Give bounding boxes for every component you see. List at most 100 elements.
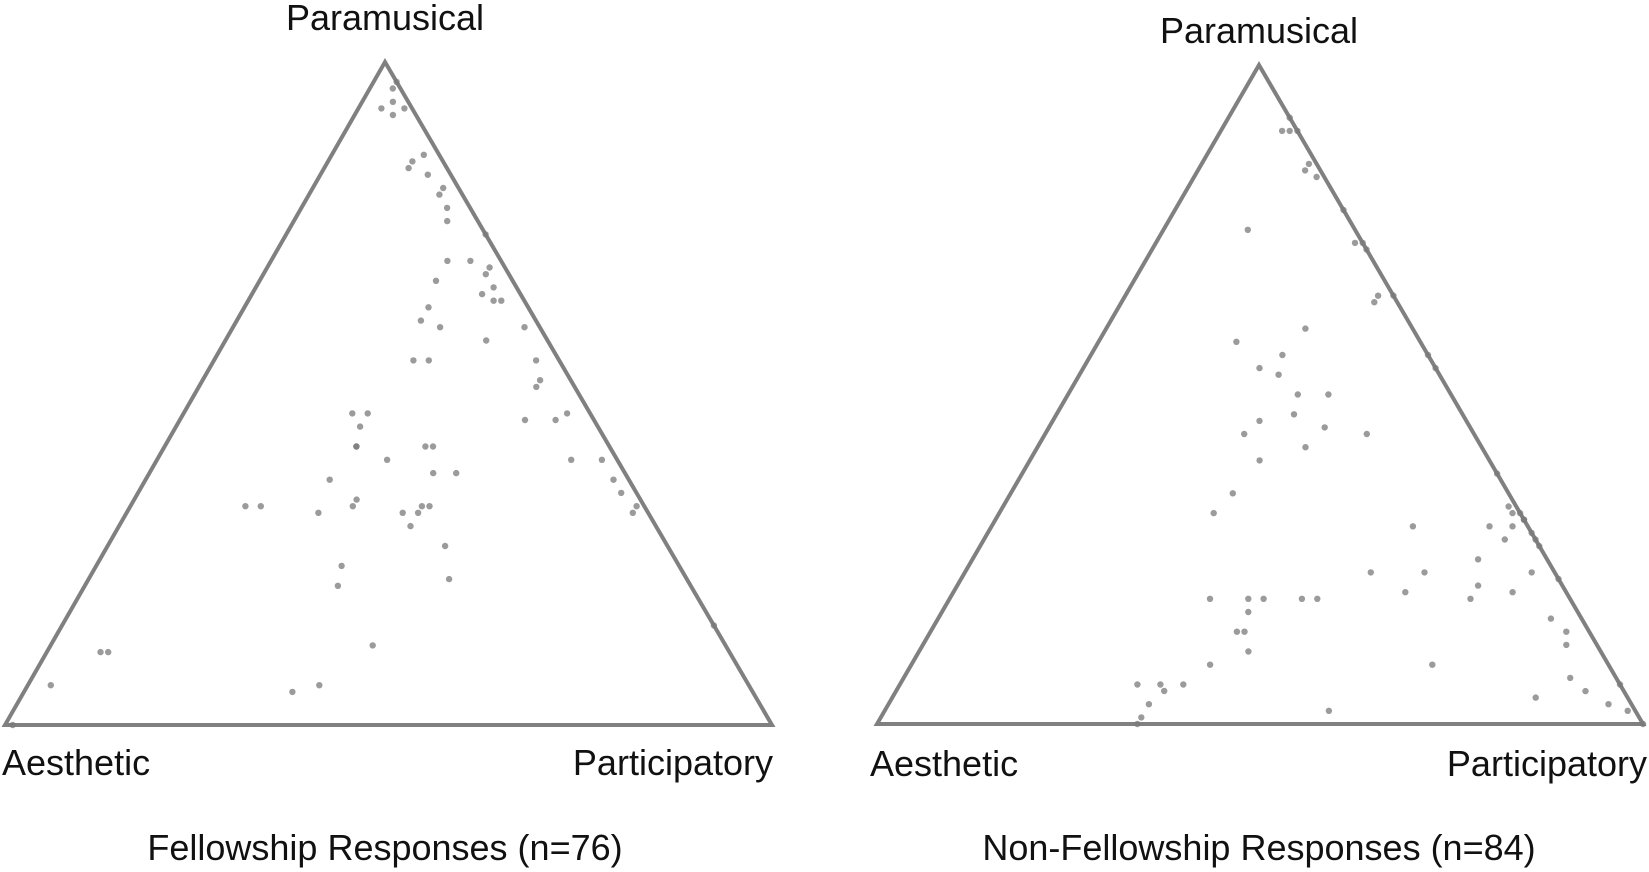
- non-fellowship-data-point-36: [1275, 371, 1282, 378]
- non-fellowship-data-point-30: [1244, 226, 1252, 233]
- fellowship-data-point-18: [478, 290, 486, 298]
- fellowship-data-point-22: [532, 357, 540, 364]
- non-fellowship-data-point-42: [1256, 364, 1263, 372]
- non-fellowship-data-point-17: [1516, 509, 1524, 517]
- fellowship-data-point-69: [105, 648, 112, 656]
- non-fellowship-data-point-40: [1256, 417, 1263, 425]
- fellowship-data-point-16: [486, 264, 493, 271]
- fellowship-data-point-20: [498, 297, 505, 304]
- non-fellowship-vertex-paramusical: Paramusical: [1160, 10, 1358, 51]
- non-fellowship-data-point-43: [1233, 338, 1240, 345]
- fellowship-data-point-54: [441, 542, 449, 550]
- non-fellowship-data-point-10: [1363, 246, 1370, 253]
- non-fellowship-data-point-78: [1409, 523, 1417, 530]
- non-fellowship-data-point-57: [1157, 681, 1164, 688]
- non-fellowship-data-point-33: [1363, 430, 1371, 438]
- fellowship-data-point-53: [353, 443, 360, 450]
- fellowship-data-point-35: [568, 456, 575, 463]
- fellowship-data-point-25: [598, 456, 606, 463]
- fellowship-data-point-56: [445, 575, 453, 583]
- non-fellowship-data-point-51: [1245, 608, 1252, 616]
- fellowship-data-point-65: [257, 503, 264, 510]
- non-fellowship-data-point-4: [1305, 160, 1313, 168]
- non-fellowship-data-point-79: [1467, 595, 1474, 602]
- non-fellowship-data-point-82: [1429, 661, 1436, 668]
- non-fellowship-points: [1134, 114, 1647, 728]
- fellowship-triangle-frame: [1, 58, 776, 727]
- non-fellowship-data-point-5: [1301, 167, 1309, 174]
- non-fellowship-data-point-16: [1493, 470, 1501, 477]
- fellowship-data-point-12: [436, 191, 443, 198]
- fellowship-data-point-43: [364, 410, 371, 417]
- non-fellowship-data-point-62: [1134, 720, 1141, 728]
- non-fellowship-data-point-70: [1402, 589, 1409, 596]
- fellowship-data-point-66: [316, 682, 323, 689]
- non-fellowship-data-point-73: [1605, 701, 1612, 708]
- fellowship-data-point-39: [417, 317, 425, 324]
- fellowship-data-point-42: [422, 443, 429, 450]
- non-fellowship-data-point-59: [1134, 681, 1141, 688]
- non-fellowship-data-point-34: [1279, 351, 1286, 359]
- non-fellowship-data-point-21: [1520, 516, 1528, 523]
- fellowship-data-point-71: [47, 682, 54, 689]
- non-fellowship-data-point-68: [1536, 542, 1543, 550]
- fellowship-data-point-30: [482, 231, 489, 238]
- fellowship-data-point-7: [405, 164, 412, 172]
- non-fellowship-data-point-69: [1528, 529, 1535, 537]
- fellowship-data-point-23: [536, 377, 544, 384]
- non-fellowship-data-point-15: [1432, 364, 1439, 372]
- non-fellowship-data-point-13: [1371, 299, 1378, 306]
- fellowship-data-point-33: [533, 383, 540, 391]
- non-fellowship-data-point-75: [1563, 641, 1570, 649]
- fellowship-data-point-37: [436, 324, 444, 331]
- fellowship-data-point-59: [418, 503, 426, 510]
- non-fellowship-data-point-0: [1286, 114, 1293, 121]
- non-fellowship-data-point-25: [1532, 536, 1539, 543]
- non-fellowship-data-point-72: [1624, 707, 1631, 714]
- fellowship-data-point-68: [242, 503, 249, 510]
- non-fellowship-data-point-32: [1325, 391, 1332, 398]
- non-fellowship-data-point-53: [1233, 628, 1241, 635]
- fellowship-data-point-55: [407, 522, 414, 530]
- fellowship-data-point-24: [563, 410, 571, 417]
- fellowship-data-point-10: [443, 204, 451, 212]
- fellowship-data-point-72: [9, 721, 16, 729]
- non-fellowship-data-point-35: [1321, 424, 1328, 431]
- non-fellowship-data-point-50: [1241, 628, 1248, 635]
- fellowship-data-point-4: [389, 85, 396, 92]
- fellowship-data-point-60: [326, 476, 333, 483]
- non-fellowship-data-point-28: [1582, 687, 1589, 695]
- fellowship-data-point-36: [425, 304, 432, 311]
- non-fellowship-data-point-38: [1302, 444, 1309, 451]
- non-fellowship-data-point-24: [1486, 523, 1493, 530]
- non-fellowship-data-point-60: [1145, 701, 1153, 708]
- fellowship-data-point-28: [633, 503, 640, 510]
- fellowship-data-point-29: [710, 622, 718, 629]
- fellowship-ternary-panel: Paramusical Aesthetic Participatory Fell…: [1, 0, 776, 868]
- non-fellowship-data-point-27: [1474, 582, 1482, 589]
- fellowship-data-point-46: [383, 456, 391, 463]
- fellowship-data-point-6: [420, 151, 427, 158]
- fellowship-data-point-8: [409, 158, 416, 165]
- fellowship-data-point-19: [490, 297, 497, 304]
- non-fellowship-data-point-48: [1260, 595, 1267, 602]
- fellowship-data-point-40: [410, 357, 417, 364]
- non-fellowship-data-point-83: [1532, 694, 1539, 701]
- non-fellowship-data-point-77: [1563, 628, 1570, 635]
- fellowship-data-point-52: [399, 509, 406, 516]
- fellowship-data-point-9: [424, 171, 431, 178]
- fellowship-points: [9, 78, 718, 729]
- fellowship-data-point-27: [629, 509, 636, 516]
- non-fellowship-data-point-23: [1501, 536, 1509, 543]
- non-fellowship-data-point-61: [1138, 714, 1145, 721]
- non-fellowship-data-point-9: [1351, 239, 1359, 247]
- non-fellowship-data-point-45: [1229, 490, 1237, 497]
- fellowship-data-point-58: [349, 503, 356, 510]
- fellowship-data-point-31: [432, 277, 440, 284]
- non-fellowship-data-point-76: [1509, 589, 1516, 596]
- fellowship-data-point-64: [334, 582, 342, 589]
- non-fellowship-data-point-18: [1509, 509, 1516, 517]
- fellowship-data-point-5: [389, 111, 397, 119]
- fellowship-data-point-32: [483, 337, 490, 344]
- non-fellowship-data-point-63: [1325, 707, 1333, 714]
